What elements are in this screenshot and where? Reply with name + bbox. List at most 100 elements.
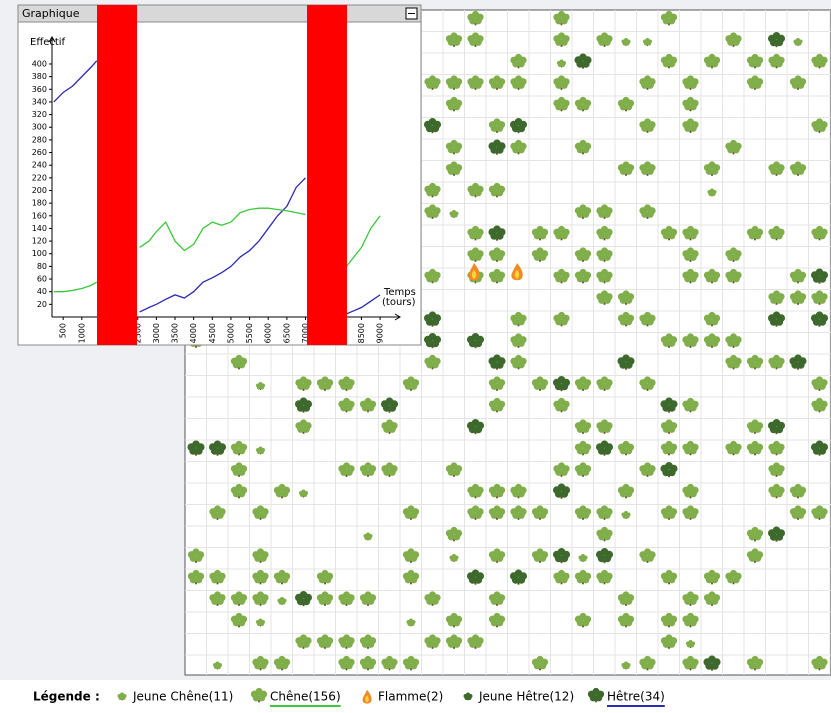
- leaf: [471, 225, 480, 234]
- tree-icon: [209, 569, 226, 585]
- leaf: [539, 232, 547, 240]
- tree-icon: [488, 591, 506, 606]
- leaf: [275, 576, 283, 584]
- tree-icon: [488, 75, 506, 90]
- tree-icon: [703, 655, 721, 671]
- tree-icon: [252, 548, 269, 563]
- tree-icon: [552, 483, 571, 499]
- tree-icon: [402, 376, 420, 391]
- tree-icon: [595, 547, 614, 564]
- tree-icon: [767, 31, 786, 48]
- tree-icon: [299, 489, 308, 498]
- tree-icon: [406, 618, 416, 627]
- leaf: [259, 662, 267, 670]
- tree-icon: [467, 182, 484, 198]
- leaf: [258, 618, 263, 623]
- leaf: [557, 311, 566, 320]
- tree-icon: [767, 418, 786, 435]
- leaf: [686, 612, 695, 621]
- tree-icon: [768, 161, 785, 176]
- leaf: [409, 618, 413, 623]
- leaf: [579, 247, 587, 255]
- leaf: [813, 232, 821, 240]
- leaf: [474, 81, 482, 89]
- leaf: [281, 662, 289, 670]
- leaf: [303, 493, 307, 497]
- leaf: [622, 665, 627, 669]
- leaf: [797, 167, 805, 175]
- leaf: [603, 210, 611, 218]
- leaf: [388, 662, 396, 670]
- leaf: [751, 53, 759, 62]
- legend-label: Chêne(156): [270, 690, 341, 704]
- leaf: [536, 376, 544, 384]
- leaf: [665, 53, 673, 62]
- leaf: [772, 440, 781, 449]
- leaf: [258, 694, 266, 702]
- leaf: [493, 505, 501, 513]
- series-line: [53, 60, 381, 315]
- tree-icon: [682, 118, 699, 133]
- leaf: [517, 339, 525, 347]
- leaf: [385, 655, 394, 664]
- tree-icon: [811, 118, 828, 133]
- tree-icon: [488, 483, 506, 499]
- tree-icon: [250, 687, 268, 703]
- tree-icon: [230, 440, 248, 456]
- leaf: [560, 275, 568, 283]
- leaf: [450, 526, 458, 535]
- leaf: [447, 533, 455, 541]
- leaf: [686, 655, 695, 664]
- leaf: [622, 354, 630, 363]
- leaf: [302, 640, 310, 648]
- leaf: [468, 576, 477, 584]
- leaf: [345, 597, 353, 605]
- leaf: [555, 318, 563, 326]
- leaf: [232, 619, 240, 627]
- leaf: [560, 232, 568, 240]
- tree-icon: [617, 612, 635, 628]
- leaf: [452, 554, 456, 558]
- leaf: [668, 619, 676, 627]
- tree-icon: [789, 268, 807, 284]
- leaf: [794, 268, 802, 277]
- leaf: [321, 634, 329, 642]
- leaf: [600, 440, 609, 449]
- leaf: [686, 333, 695, 341]
- leaf: [684, 447, 692, 455]
- tree-icon: [252, 655, 269, 671]
- leaf: [668, 404, 676, 412]
- leaf: [662, 339, 670, 347]
- tree-icon: [574, 505, 592, 520]
- leaf: [431, 124, 440, 133]
- leaf: [754, 81, 762, 89]
- leaf: [775, 232, 783, 240]
- leaf: [662, 511, 670, 519]
- leaf: [557, 75, 566, 83]
- leaf: [496, 490, 504, 498]
- tree-icon: [510, 311, 527, 327]
- leaf: [512, 339, 520, 347]
- leaf: [775, 318, 784, 326]
- tree-icon: [596, 505, 613, 520]
- leaf: [711, 339, 719, 347]
- tree-icon: [596, 290, 613, 305]
- leaf: [189, 447, 197, 455]
- leaf: [708, 268, 716, 277]
- tree-icon: [639, 161, 656, 176]
- leaf: [732, 253, 740, 261]
- tree-icon: [359, 397, 377, 413]
- leaf: [278, 483, 286, 492]
- leaf: [539, 382, 547, 390]
- leaf: [361, 662, 369, 670]
- leaf: [625, 490, 633, 498]
- leaf: [426, 210, 434, 218]
- leaf: [554, 382, 563, 391]
- tree-icon: [552, 547, 571, 564]
- tree-icon: [488, 505, 506, 520]
- leaf: [533, 662, 541, 670]
- tree-icon: [574, 440, 592, 456]
- leaf: [259, 597, 267, 605]
- leaf: [643, 376, 652, 384]
- tree-icon: [449, 210, 459, 218]
